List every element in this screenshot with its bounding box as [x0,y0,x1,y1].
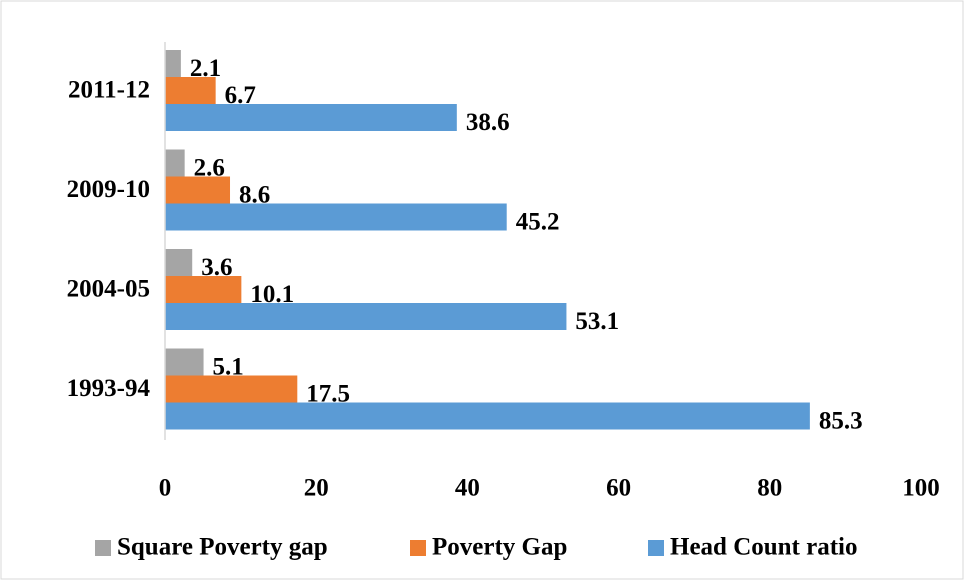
legend-label: Poverty Gap [432,534,567,561]
y-tick-label: 2009-10 [67,176,150,203]
data-label: 85.3 [819,408,863,435]
data-label: 53.1 [575,308,619,335]
legend-swatch [410,540,426,556]
bar [165,249,193,276]
bar [165,348,204,376]
x-tick-label: 40 [455,475,480,502]
bar [165,176,231,204]
legend-label: Head Count ratio [670,534,858,561]
bar [165,303,567,330]
x-tick-label: 20 [304,475,329,502]
x-tick-label: 80 [757,475,782,502]
bar [165,402,810,430]
bar [165,104,457,131]
y-tick-label: 2011-12 [68,76,150,103]
bar [165,203,507,231]
legend-swatch [95,540,111,556]
bar [165,149,185,177]
y-tick-label: 1993-94 [67,375,151,402]
bar [165,375,298,403]
data-label: 38.6 [466,109,510,136]
legend-swatch [648,540,664,556]
bar [165,50,181,77]
x-tick-label: 0 [159,475,172,502]
data-label: 45.2 [516,209,560,236]
bar [165,276,242,303]
y-tick-label: 2004-05 [67,275,150,302]
x-tick-label: 60 [606,475,631,502]
bar [165,77,216,104]
legend-label: Square Poverty gap [117,534,328,561]
x-tick-label: 100 [902,475,940,502]
